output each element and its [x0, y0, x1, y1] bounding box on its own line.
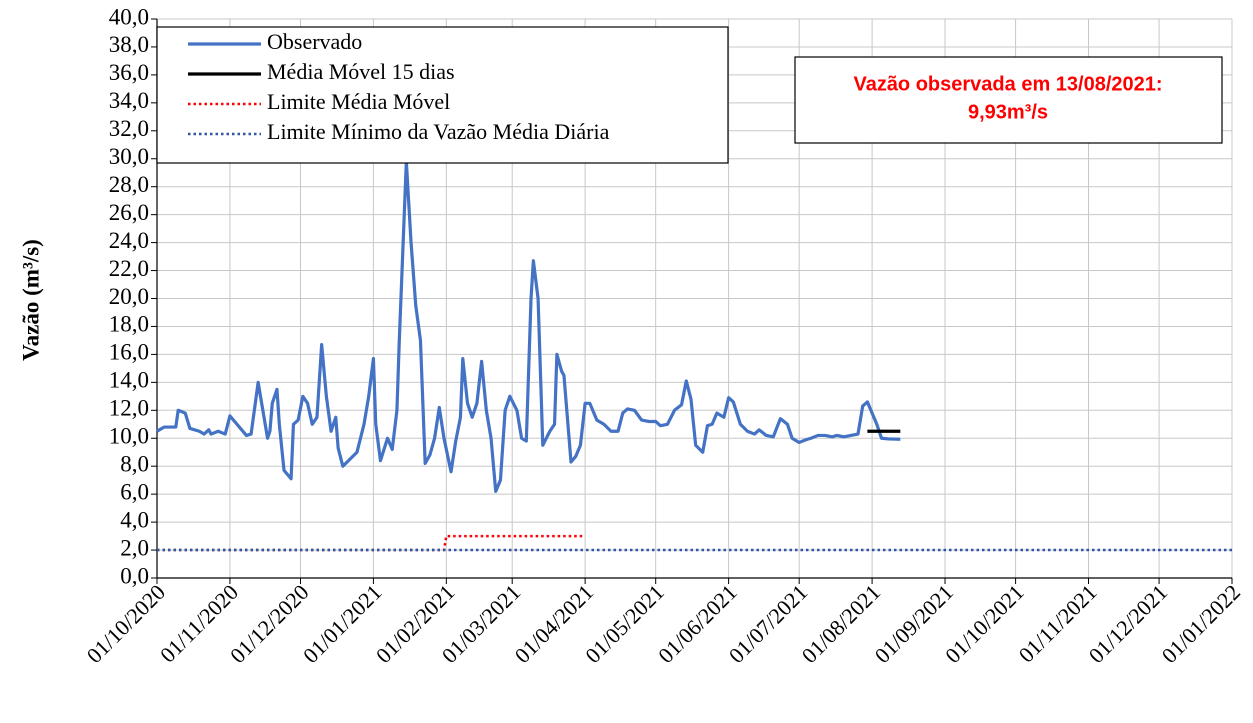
series-line	[156, 159, 901, 493]
legend: Observado Média Móvel 15 dias Limite Média…	[156, 26, 729, 164]
y-tick-label: 26,0	[109, 200, 149, 225]
annotation-box	[794, 56, 1223, 144]
y-tick-label: 40,0	[109, 4, 149, 29]
legend-label: Média Móvel 15 dias	[267, 59, 455, 84]
y-tick-label: 16,0	[109, 340, 149, 365]
y-tick-label: 4,0	[120, 507, 149, 532]
y-tick-label: 10,0	[109, 424, 149, 449]
y-tick-label: 14,0	[109, 368, 149, 393]
series-line	[157, 534, 583, 552]
x-tick-label: 01/01/2021	[298, 579, 387, 668]
y-tick-label: 12,0	[109, 396, 149, 421]
y-tick-label: 2,0	[120, 535, 149, 560]
y-tick-label: 34,0	[109, 88, 149, 113]
y-tick-label: 8,0	[120, 451, 149, 476]
y-tick-label: 30,0	[109, 144, 149, 169]
y-tick-label: 6,0	[120, 479, 149, 504]
legend-box	[156, 26, 729, 164]
y-tick-label: 32,0	[109, 116, 149, 141]
y-tick-label: 24,0	[109, 228, 149, 253]
y-tick-label: 20,0	[109, 284, 149, 309]
x-tick-label: 01/10/2020	[82, 579, 171, 668]
y-tick-label: 28,0	[109, 172, 149, 197]
annotation-text: 9,93m³/s	[968, 101, 1048, 123]
y-tick-label: 18,0	[109, 312, 149, 337]
annotation-text: Vazão observada em 13/08/2021:	[853, 73, 1162, 95]
x-tick-label: 01/01/2022	[1157, 579, 1246, 668]
legend-label: Observado	[267, 29, 362, 54]
x-tick-label: 01/08/2021	[797, 579, 886, 668]
y-tick-label: 0,0	[120, 563, 149, 588]
annotation: Vazão observada em 13/08/2021: 9,93m³/s	[794, 56, 1223, 144]
y-tick-label: 22,0	[109, 256, 149, 281]
y-axis-label: Vazão (m³/s)	[18, 239, 43, 361]
y-tick-label: 36,0	[109, 60, 149, 85]
legend-label: Limite Mínimo da Vazão Média Diária	[267, 119, 610, 144]
legend-label: Limite Média Móvel	[267, 89, 450, 114]
y-tick-label: 38,0	[109, 32, 149, 57]
